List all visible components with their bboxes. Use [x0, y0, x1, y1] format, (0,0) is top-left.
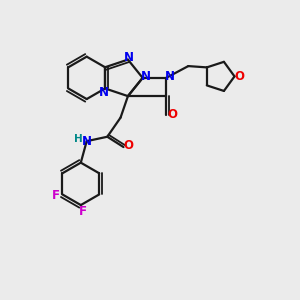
Text: O: O — [235, 70, 245, 83]
Text: H: H — [74, 134, 83, 144]
Text: F: F — [79, 205, 87, 218]
Text: N: N — [165, 70, 175, 83]
Text: N: N — [99, 86, 109, 99]
Text: O: O — [124, 139, 134, 152]
Text: N: N — [82, 135, 92, 148]
Text: O: O — [168, 108, 178, 121]
Text: N: N — [141, 70, 151, 83]
Text: N: N — [124, 51, 134, 64]
Text: F: F — [52, 188, 60, 202]
